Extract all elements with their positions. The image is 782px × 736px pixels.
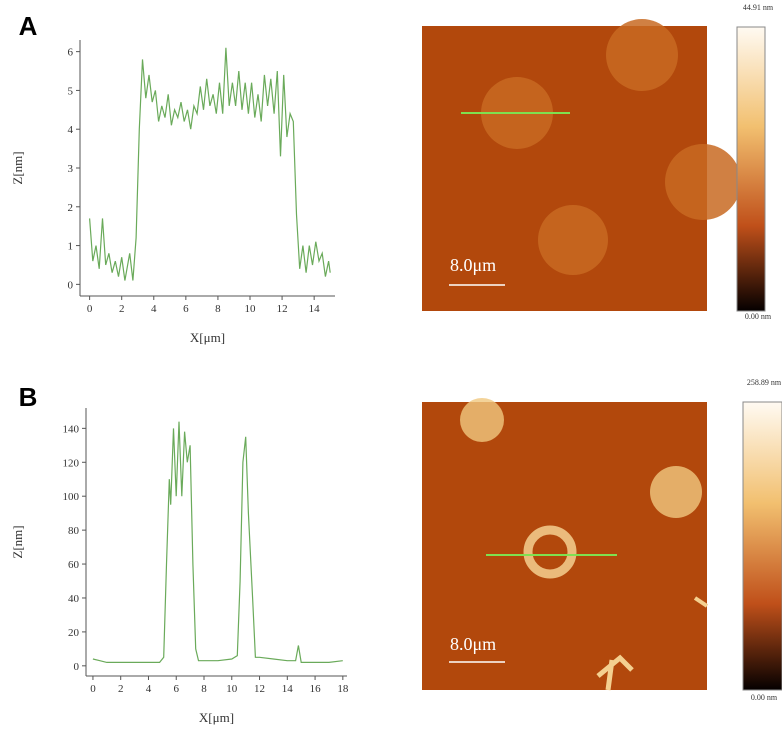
x-tick-label: 8: [201, 683, 207, 695]
x-tick-label: 16: [310, 683, 322, 695]
y-tick-label: 4: [68, 124, 74, 136]
x-axis-label: X[μm]: [199, 710, 234, 725]
afm-image: [422, 19, 766, 312]
y-tick-label: 100: [63, 491, 80, 503]
x-tick-label: 10: [226, 683, 238, 695]
y-axis-label: Z[nm]: [10, 525, 25, 558]
y-tick-label: 2: [68, 202, 74, 214]
y-tick-label: 140: [63, 423, 80, 435]
y-tick-label: 0: [68, 279, 74, 291]
x-tick-label: 12: [254, 683, 265, 695]
panel-label: B: [19, 382, 38, 412]
scale-bar-label: 8.0μm: [450, 255, 496, 275]
afm-image: [422, 398, 782, 691]
x-tick-label: 2: [119, 303, 125, 315]
profile-line: [89, 47, 331, 281]
x-tick-label: 0: [90, 683, 96, 695]
panel-label: A: [19, 11, 38, 41]
y-tick-label: 60: [68, 559, 80, 571]
y-tick-label: 6: [68, 47, 74, 59]
scale-bar-label: 8.0μm: [450, 634, 496, 654]
colorbar-max: 258.89 nm: [747, 378, 782, 387]
x-tick-label: 4: [146, 683, 152, 695]
y-tick-label: 3: [68, 163, 74, 175]
x-tick-label: 18: [337, 683, 349, 695]
x-tick-label: 0: [87, 303, 93, 315]
x-tick-label: 10: [245, 303, 257, 315]
x-tick-label: 14: [309, 303, 321, 315]
y-tick-label: 80: [68, 525, 80, 537]
x-tick-label: 6: [173, 683, 179, 695]
colorbar-min: 0.00 nm: [745, 312, 772, 321]
y-tick-label: 120: [63, 457, 80, 469]
colorbar-max: 44.91 nm: [743, 3, 774, 12]
y-tick-label: 5: [68, 85, 74, 97]
colorbar-min: 0.00 nm: [751, 693, 778, 702]
x-tick-label: 8: [215, 303, 221, 315]
x-tick-label: 2: [118, 683, 124, 695]
x-tick-label: 4: [151, 303, 157, 315]
x-tick-label: 14: [282, 683, 294, 695]
x-tick-label: 6: [183, 303, 189, 315]
profile-line: [92, 421, 343, 663]
y-tick-label: 1: [68, 241, 74, 253]
y-axis-label: Z[nm]: [10, 151, 25, 184]
x-axis-label: X[μm]: [190, 330, 225, 345]
y-tick-label: 40: [68, 593, 80, 605]
x-tick-label: 12: [277, 303, 288, 315]
y-tick-label: 20: [68, 627, 80, 639]
y-tick-label: 0: [74, 661, 80, 673]
